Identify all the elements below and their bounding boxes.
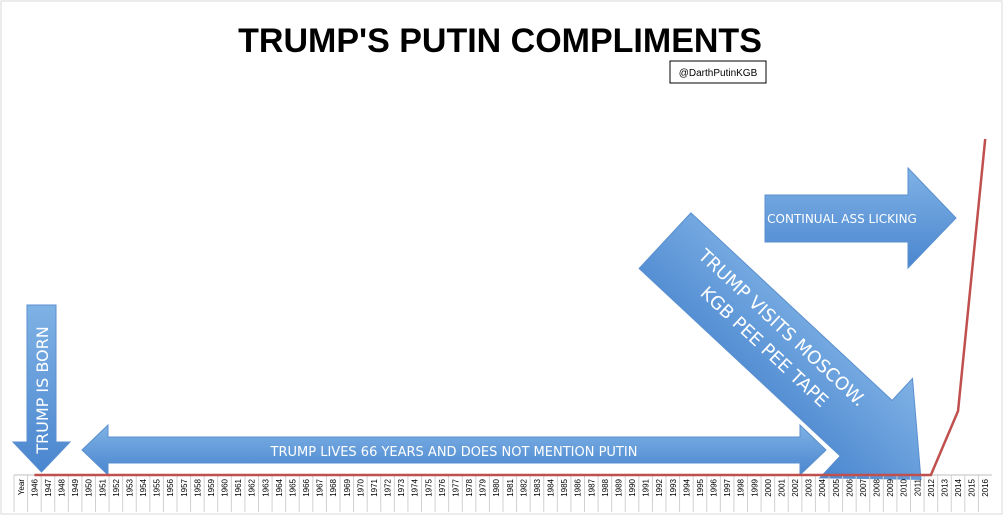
x-tick-label: 1991 [642, 478, 651, 496]
x-tick-label: 1990 [628, 478, 637, 496]
x-tick-label: 2000 [764, 478, 773, 496]
x-tick-label: 1951 [98, 478, 107, 496]
x-tick-label: 1953 [125, 478, 134, 496]
x-tick-label: 1987 [587, 478, 596, 496]
x-tick-label: 2011 [913, 478, 922, 496]
x-tick-label: 2004 [818, 478, 827, 496]
x-tick-label: 1957 [180, 478, 189, 496]
x-tick-label: 1996 [710, 478, 719, 496]
x-tick-label: 2002 [791, 478, 800, 496]
x-tick-label: 1962 [248, 478, 257, 496]
x-tick-label: 1947 [44, 478, 53, 496]
x-tick-label: 1968 [329, 478, 338, 496]
x-tick-label: 1982 [519, 478, 528, 496]
x-tick-label: 1989 [614, 478, 623, 496]
x-tick-label: 1992 [655, 478, 664, 496]
x-tick-label: 1948 [58, 478, 67, 496]
x-tick-label: 1998 [737, 478, 746, 496]
x-tick-label: 1955 [153, 478, 162, 496]
arrow [638, 212, 922, 480]
x-tick-label: 1986 [574, 478, 583, 496]
x-tick-label: 2016 [981, 478, 990, 496]
annotation: TRUMP LIVES 66 YEARS AND DOES NOT MENTIO… [270, 445, 638, 460]
x-tick-label: 1988 [601, 478, 610, 496]
x-tick-label: 1975 [424, 478, 433, 496]
x-tick-label: 1984 [547, 478, 556, 496]
x-tick-label: 1985 [560, 478, 569, 496]
x-tick-label: 1960 [221, 478, 230, 496]
x-tick-label: 1954 [139, 478, 148, 496]
x-tick-label: 2006 [845, 478, 854, 496]
x-tick-label: 1981 [506, 478, 515, 496]
x-tick-label: 1972 [384, 478, 393, 496]
x-tick-label: 2005 [832, 478, 841, 496]
x-tick-label: 1970 [356, 478, 365, 496]
x-tick-label: 1994 [682, 478, 691, 496]
chart-title: TRUMP'S PUTIN COMPLIMENTS [238, 22, 762, 60]
x-tick-label: 1983 [533, 478, 542, 496]
x-tick-label: 2013 [940, 478, 949, 496]
x-tick-label: Year [17, 479, 26, 496]
x-tick-label: 1956 [166, 478, 175, 496]
x-tick-label: 1971 [370, 478, 379, 496]
x-tick-label: 1963 [261, 478, 270, 496]
x-tick-label: 1976 [438, 478, 447, 496]
x-tick-label: 2014 [954, 478, 963, 496]
arrow [764, 166, 957, 270]
x-tick-label: 1979 [479, 478, 488, 496]
x-tick-label: 1961 [234, 478, 243, 496]
x-tick-label: 1966 [302, 478, 311, 496]
arrow [81, 423, 827, 477]
x-tick-label: 1952 [112, 478, 121, 496]
arrow [11, 304, 72, 473]
x-tick-label: 2010 [900, 478, 909, 496]
x-tick-label: 1973 [397, 478, 406, 496]
x-tick-label: 1949 [71, 478, 80, 496]
x-tick-label: 2008 [873, 478, 882, 496]
x-tick-label: 1974 [411, 478, 420, 496]
x-tick-label: 2001 [777, 478, 786, 496]
x-tick-label: 1964 [275, 478, 284, 496]
x-tick-label: 2007 [859, 478, 868, 496]
annotation: CONTINUAL ASS LICKING [767, 212, 917, 226]
x-tick-label: 1969 [343, 478, 352, 496]
x-tick-label: 1967 [316, 478, 325, 496]
credit: @DarthPutinKGB [679, 68, 758, 79]
x-tick-label: 1993 [669, 478, 678, 496]
x-tick-label: 1999 [750, 478, 759, 496]
x-tick-label: 1946 [30, 478, 39, 496]
x-tick-label: 2009 [886, 478, 895, 496]
credit-box [669, 60, 767, 84]
x-tick-label: 1977 [451, 478, 460, 496]
annotation: TRUMP IS BORN [33, 326, 52, 454]
x-tick-label: 2012 [927, 478, 936, 496]
x-tick-label: 1965 [288, 478, 297, 496]
line [34, 138, 987, 477]
x-tick-label: 1995 [696, 478, 705, 496]
x-tick-label: 1980 [492, 478, 501, 496]
x-tick-label: 2015 [968, 478, 977, 496]
x-tick-label: 1950 [85, 478, 94, 496]
x-tick-label: 1959 [207, 478, 216, 496]
x-tick-label: 1978 [465, 478, 474, 496]
x-tick-label: 1958 [193, 478, 202, 496]
x-tick-label: 2003 [805, 478, 814, 496]
x-tick-label: 1997 [723, 478, 732, 496]
